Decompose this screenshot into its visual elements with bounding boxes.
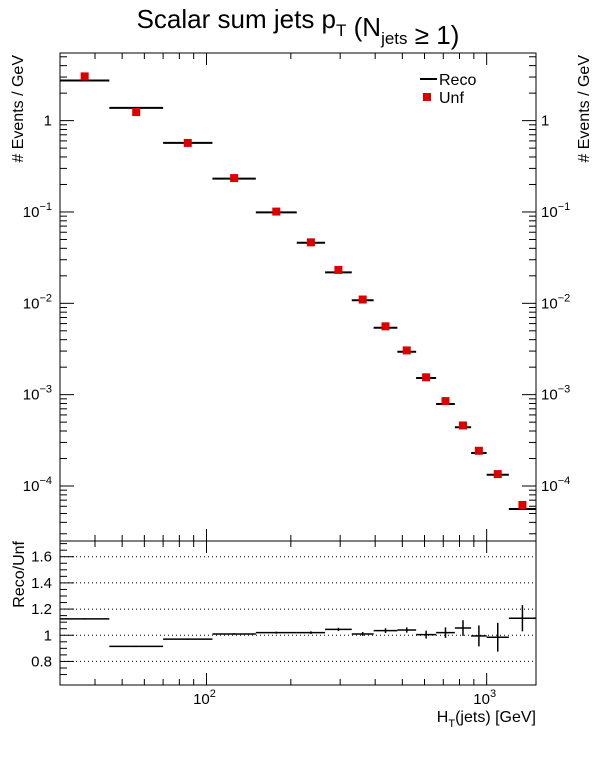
- unf-point: [272, 207, 281, 216]
- unf-point: [518, 500, 527, 509]
- unf-point: [80, 72, 89, 81]
- upper-y-tick-label: 1: [44, 113, 52, 130]
- ratio-y-tick-label: 1.4: [31, 575, 52, 592]
- unf-point: [306, 238, 315, 247]
- ratio-plot-frame: [59, 540, 537, 686]
- unf-point: [441, 397, 450, 406]
- upper-y-tick-label-right: 10−2: [541, 292, 570, 312]
- upper-y-tick-label-right: 10−4: [541, 475, 570, 495]
- legend-reco-label: Reco: [439, 72, 476, 89]
- ratio-y-tick-label: 0.8: [31, 653, 52, 670]
- ratio-y-tick-label: 1: [44, 627, 52, 644]
- unf-point: [381, 322, 390, 331]
- chart-title: Scalar sum jets pT (Njets ≥ 1): [137, 4, 460, 50]
- unf-point: [358, 295, 367, 304]
- unf-point: [402, 346, 411, 355]
- x-tick-label: 103: [473, 688, 496, 708]
- upper-y-tick-label: 10−2: [23, 292, 52, 312]
- unf-point: [493, 470, 502, 479]
- unf-point: [132, 108, 141, 117]
- unf-point: [474, 446, 483, 455]
- x-tick-label: 102: [193, 688, 216, 708]
- upper-y-tick-label-right: 10−3: [541, 384, 570, 404]
- legend-unf-marker: [423, 93, 431, 101]
- upper-y-tick-label: 10−1: [23, 201, 52, 221]
- legend-unf-label: Unf: [439, 90, 464, 107]
- unf-point: [334, 265, 343, 274]
- unf-point: [230, 174, 239, 183]
- x-axis-label: HT(jets) [GeV]: [437, 709, 536, 730]
- upper-y-tick-label-right: 10−1: [541, 201, 570, 221]
- unf-point: [183, 138, 192, 147]
- ratio-y-axis-label: Reco/Unf: [11, 540, 28, 607]
- upper-plot-frame: [59, 52, 537, 542]
- unf-point: [422, 373, 431, 382]
- upper-y-tick-label: 10−4: [23, 475, 52, 495]
- upper-y-axis-label: # Events / GeV: [10, 55, 27, 163]
- legend: Reco Unf: [420, 72, 476, 107]
- upper-y-axis-label-right: # Events / GeV: [576, 55, 593, 163]
- ratio-y-tick-label: 1.2: [31, 601, 52, 618]
- upper-y-tick-label: 10−3: [23, 384, 52, 404]
- upper-y-tick-label-right: 1: [541, 113, 549, 130]
- unf-point: [458, 421, 467, 430]
- ratio-y-tick-label: 1.6: [31, 549, 52, 566]
